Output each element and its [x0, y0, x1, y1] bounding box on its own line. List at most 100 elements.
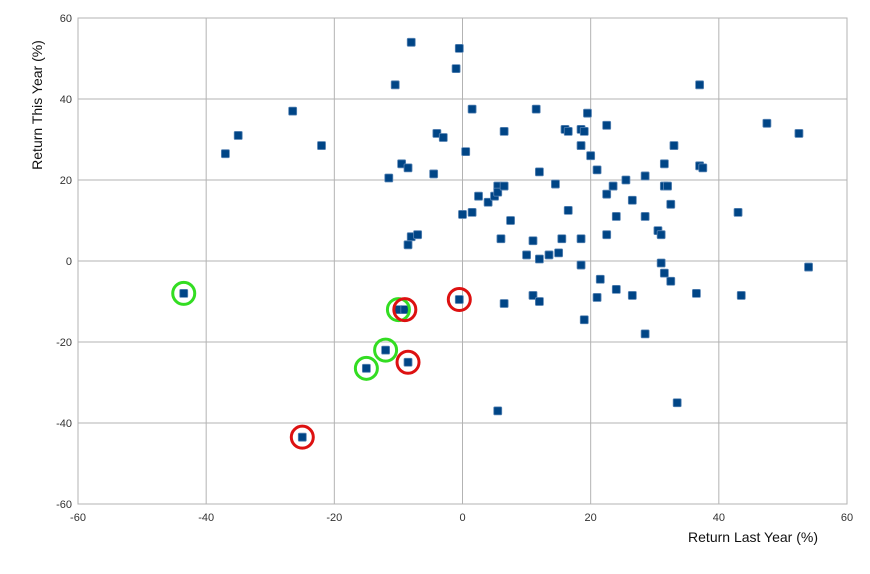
data-point — [438, 133, 448, 142]
data-point — [672, 398, 682, 408]
data-point — [288, 106, 298, 116]
data-point — [483, 197, 493, 207]
data-point — [544, 250, 554, 260]
data-point — [602, 120, 612, 130]
x-axis-ticks: -60 -40 -20 0 20 40 60 — [70, 512, 853, 524]
data-point — [179, 288, 189, 298]
y-tick-label: 60 — [60, 13, 72, 25]
data-point — [608, 181, 618, 191]
data-point — [602, 230, 612, 240]
data-point — [659, 159, 669, 169]
highlight-circle-green — [353, 355, 379, 381]
data-point — [583, 108, 592, 118]
highlight-circle-green — [385, 297, 411, 323]
data-point — [454, 43, 464, 53]
data-point — [317, 141, 326, 150]
data-point — [451, 64, 461, 74]
data-point — [663, 181, 672, 191]
highlight-circles — [171, 280, 472, 450]
data-point — [557, 234, 567, 244]
data-point — [666, 276, 676, 286]
data-point — [528, 291, 538, 300]
data-point — [413, 230, 423, 240]
data-point — [736, 291, 746, 300]
y-axis-ticks: -60 -40 -20 0 20 40 60 — [56, 13, 72, 511]
data-point — [576, 260, 586, 270]
data-point — [403, 163, 413, 173]
data-point — [640, 329, 650, 339]
data-point — [458, 210, 467, 219]
data-point — [493, 406, 503, 416]
data-point — [535, 297, 544, 306]
highlight-circle-red — [446, 286, 472, 312]
highlight-circle-red — [392, 297, 418, 323]
data-point — [698, 163, 708, 173]
x-tick-label: 60 — [841, 512, 853, 524]
data-point — [669, 141, 679, 150]
data-point — [474, 191, 483, 201]
data-point — [381, 345, 391, 355]
data-point — [627, 291, 637, 300]
data-point — [535, 167, 544, 177]
data-point — [406, 37, 416, 47]
data-point — [586, 151, 596, 161]
y-tick-label: 40 — [60, 94, 72, 106]
plot-area-frame — [77, 17, 848, 505]
x-tick-label: 20 — [585, 512, 597, 524]
data-point — [361, 363, 371, 373]
data-point — [506, 216, 515, 225]
data-point — [692, 288, 701, 298]
data-point — [762, 118, 772, 128]
data-point — [804, 262, 813, 272]
data-point — [640, 171, 650, 181]
data-point — [522, 250, 531, 260]
data-point — [794, 129, 804, 138]
data-point — [528, 236, 538, 246]
data-point — [563, 205, 573, 215]
grid-lines — [77, 17, 848, 505]
data-point — [656, 258, 666, 268]
data-point — [461, 147, 471, 157]
data-point — [659, 268, 669, 278]
data-point — [611, 212, 621, 221]
data-point — [579, 315, 589, 325]
highlight-circle-green — [373, 337, 399, 363]
data-point — [467, 207, 477, 217]
x-tick-label: 0 — [459, 512, 465, 524]
x-tick-label: -20 — [326, 512, 342, 524]
data-point — [592, 165, 602, 175]
data-point — [454, 295, 464, 304]
data-point — [297, 432, 307, 442]
data-point — [695, 80, 705, 90]
data-point — [579, 127, 589, 136]
data-point — [627, 195, 637, 205]
data-point — [233, 131, 243, 140]
y-tick-label: -40 — [56, 418, 72, 430]
y-tick-label: -20 — [56, 337, 72, 349]
y-tick-label: 0 — [66, 256, 72, 268]
x-tick-label: 40 — [713, 512, 725, 524]
data-point — [592, 293, 602, 302]
data-point — [611, 284, 621, 294]
data-point — [499, 299, 509, 308]
y-tick-label: 20 — [60, 175, 72, 187]
x-axis-title: Return Last Year (%) — [688, 529, 818, 545]
x-tick-label: -60 — [70, 512, 86, 524]
data-point — [576, 234, 586, 244]
data-point — [554, 248, 564, 258]
data-point — [666, 199, 676, 209]
data-point — [733, 207, 743, 217]
data-point — [621, 175, 631, 185]
y-tick-label: -60 — [56, 499, 72, 511]
data-point — [499, 181, 509, 191]
data-point — [531, 104, 541, 114]
data-point — [467, 104, 477, 114]
data-point — [656, 230, 666, 240]
data-point — [390, 80, 400, 90]
data-point — [595, 274, 605, 284]
data-point — [576, 141, 586, 150]
data-point — [551, 179, 560, 189]
data-point — [493, 187, 503, 197]
highlight-circle-red — [395, 349, 421, 375]
data-point — [535, 254, 544, 264]
